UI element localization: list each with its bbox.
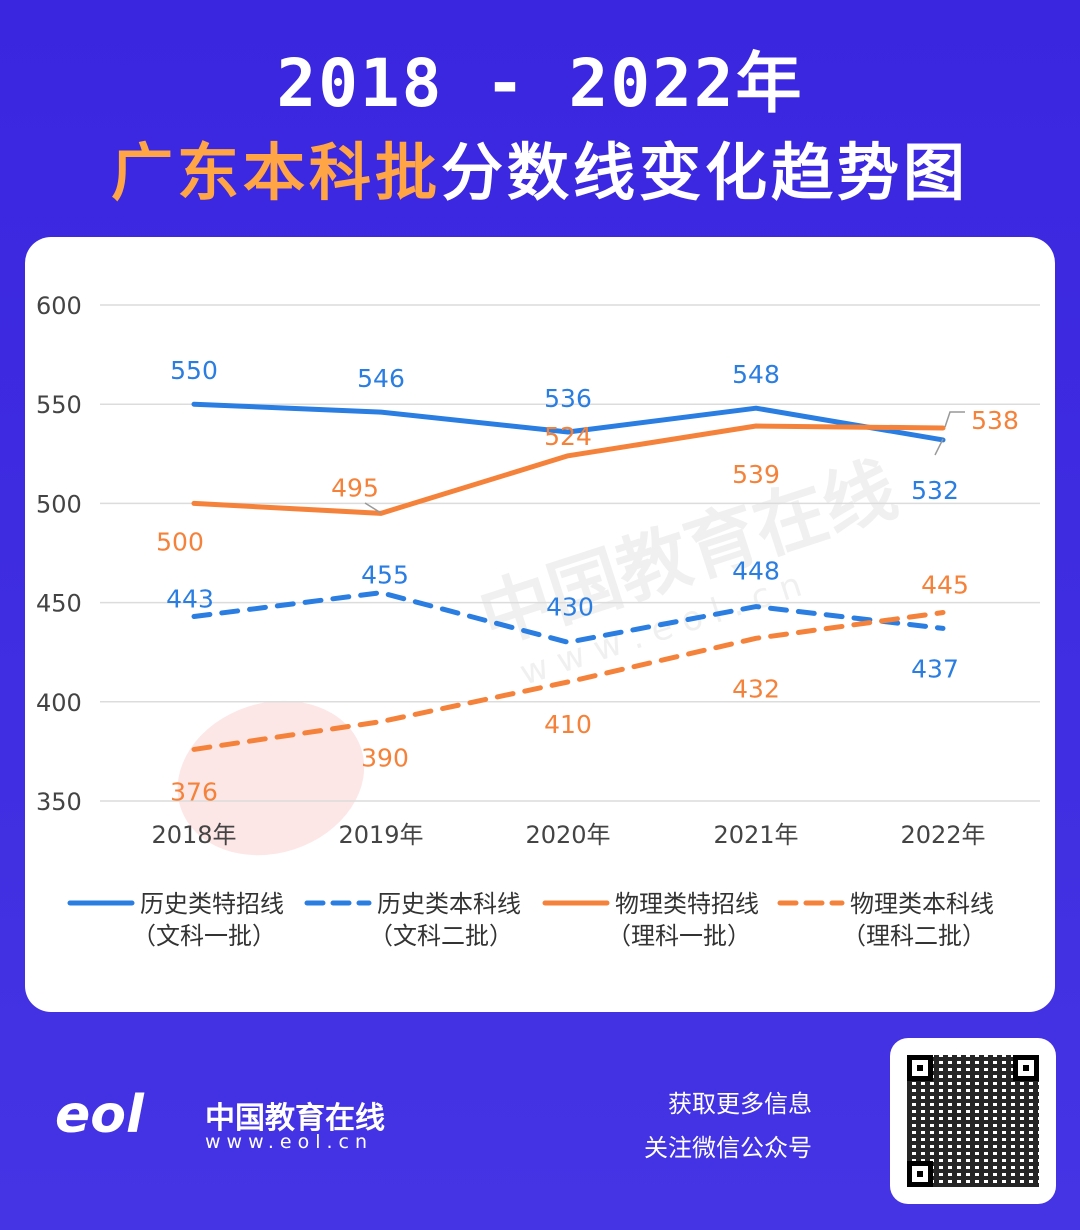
legend-sublabel: （文科二批） (369, 922, 513, 950)
promo-text: 获取更多信息 关注微信公众号 (644, 1082, 812, 1170)
chart-card (25, 237, 1055, 1012)
data-label: 495 (331, 473, 379, 502)
data-label: 546 (357, 364, 405, 393)
leader-line (934, 438, 944, 456)
series-line (191, 610, 946, 752)
data-label: 448 (732, 557, 780, 586)
y-tick-label: 350 (36, 788, 82, 816)
data-label: 410 (544, 710, 592, 739)
watermark-logo (177, 700, 365, 856)
title-years: 2018 - 2022年 (276, 45, 804, 122)
data-label: 539 (732, 460, 780, 489)
qr-finder (1013, 1055, 1039, 1081)
leader-line (364, 502, 382, 514)
data-label: 437 (911, 654, 959, 683)
title-rest: 分数线变化趋势图 (441, 136, 970, 209)
legend-sublabel: （理科一批） (607, 922, 751, 950)
data-label: 445 (921, 571, 969, 600)
data-label: 524 (544, 422, 592, 451)
title-highlight: 广东本科批 (110, 136, 441, 209)
data-label: 548 (732, 360, 780, 389)
data-label: 443 (166, 584, 214, 613)
legend-sublabel: （文科一批） (132, 922, 276, 950)
leader-line (944, 411, 965, 428)
watermark: 中国教育在线 w w w . e o l . c n (177, 447, 906, 856)
data-label: 500 (156, 527, 204, 556)
y-tick-label: 400 (36, 689, 82, 717)
legend-label: 历史类特招线 (140, 890, 284, 918)
series-line (191, 423, 946, 516)
x-tick-label: 2019年 (338, 821, 423, 849)
logo-url: www.eol.cn (205, 1131, 374, 1153)
series-line (191, 401, 946, 443)
promo-line-1: 获取更多信息 (668, 1090, 812, 1118)
promo-line-2: 关注微信公众号 (644, 1134, 812, 1162)
qr-finder (907, 1055, 933, 1081)
qr-finder (907, 1161, 933, 1187)
data-label: 376 (170, 777, 218, 806)
page-title: 广东本科批分数线变化趋势图 (0, 122, 1080, 212)
data-label: 532 (911, 476, 959, 505)
data-label: 432 (732, 674, 780, 703)
legend-label: 物理类本科线 (850, 890, 994, 918)
legend-sublabel: （理科二批） (842, 922, 986, 950)
x-tick-label: 2018年 (151, 821, 236, 849)
legend-label: 历史类本科线 (377, 890, 521, 918)
qr-code[interactable] (890, 1038, 1056, 1204)
y-tick-label: 550 (36, 391, 82, 419)
legend-label: 物理类特招线 (615, 890, 759, 918)
data-label: 390 (361, 744, 409, 773)
x-tick-label: 2020年 (525, 821, 610, 849)
data-label: 536 (544, 384, 592, 413)
x-tick-label: 2021年 (713, 821, 798, 849)
data-label: 430 (546, 592, 594, 621)
data-label: 538 (971, 406, 1019, 435)
y-tick-label: 450 (36, 590, 82, 618)
data-label: 550 (170, 356, 218, 385)
data-label: 455 (361, 561, 409, 590)
x-tick-label: 2022年 (900, 821, 985, 849)
y-tick-label: 600 (36, 292, 82, 320)
series-line (191, 590, 946, 645)
y-tick-label: 500 (36, 490, 82, 518)
eol-logo-mark: eol (55, 1085, 144, 1145)
logo-name: 中国教育在线 (205, 1101, 385, 1136)
